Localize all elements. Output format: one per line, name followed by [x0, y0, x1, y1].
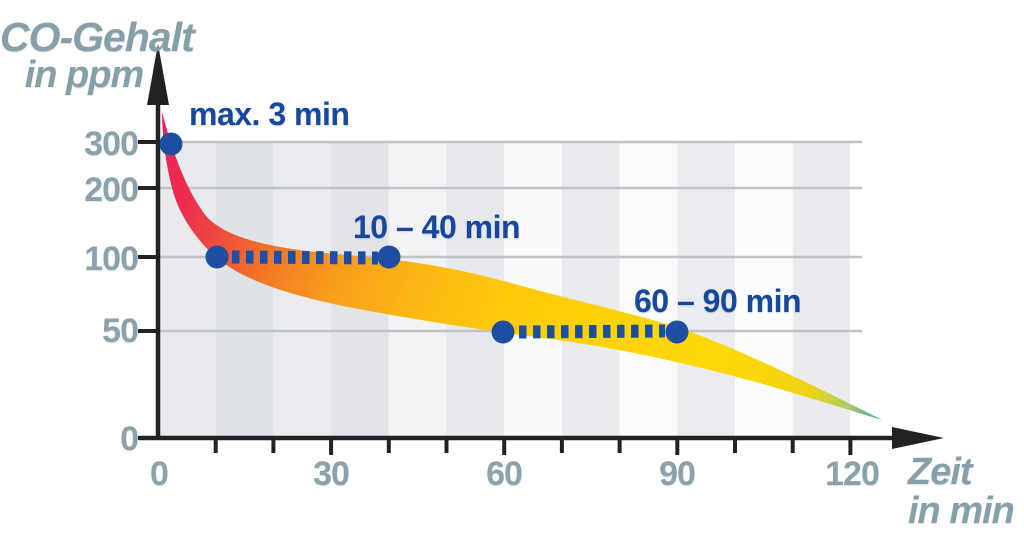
- x-axis-arrow-icon: [892, 427, 944, 449]
- dashed-connectors: [231, 250, 666, 339]
- marker-dot-60min: [491, 320, 515, 344]
- y-tick-label-0: 0: [120, 420, 139, 458]
- co-decay-band: [162, 112, 882, 420]
- x-tick-label-60: 60: [486, 455, 523, 493]
- annotation-60-90-min: 60 – 90 min: [634, 283, 802, 319]
- marker-dots: [159, 132, 689, 344]
- stripe: [561, 142, 620, 438]
- y-axis-title-line2: in ppm: [24, 54, 145, 96]
- y-tick-label-50: 50: [102, 312, 139, 350]
- x-tick-label-90: 90: [659, 455, 696, 493]
- axes: [139, 44, 944, 449]
- y-tick-label-300: 300: [84, 125, 139, 163]
- stripe: [619, 142, 678, 438]
- connector-10-40-min: [231, 250, 379, 265]
- stripe: [215, 142, 274, 438]
- marker-dot-10min: [205, 245, 229, 269]
- annotation-max-3-min: max. 3 min: [189, 96, 350, 132]
- y-tick-label-100: 100: [84, 240, 139, 278]
- y-axis-title-line1: CO-Gehalt: [0, 14, 195, 60]
- x-tick-label-120: 120: [825, 455, 880, 493]
- stripe: [677, 142, 735, 438]
- y-tick-label-200: 200: [84, 171, 139, 209]
- x-ticks: [213, 438, 853, 455]
- x-axis-title-line2: in min: [908, 490, 1015, 532]
- marker-dot-3min: [159, 132, 183, 156]
- x-tick-label-30: 30: [313, 455, 350, 493]
- y-axis-arrow-icon: [147, 44, 169, 105]
- x-axis-title-line1: Zeit: [908, 451, 973, 493]
- connector-60-90-min: [518, 324, 666, 339]
- annotation-10-40-min: 10 – 40 min: [353, 209, 521, 245]
- marker-dot-40min: [377, 245, 401, 269]
- x-tick-label-0: 0: [150, 455, 169, 493]
- y-ticks: [138, 140, 158, 440]
- marker-dot-90min: [665, 320, 689, 344]
